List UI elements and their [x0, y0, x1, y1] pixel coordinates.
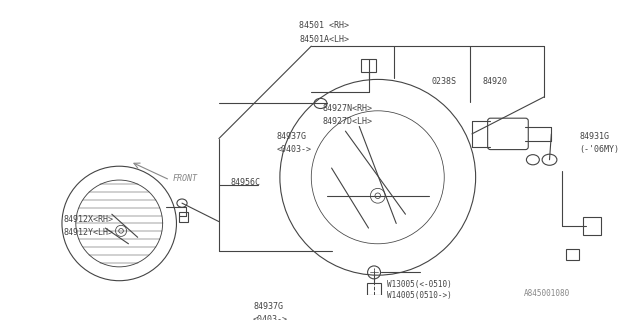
Text: <0403->: <0403->	[276, 145, 311, 154]
Text: 84956C: 84956C	[230, 178, 260, 187]
Text: 84931G: 84931G	[579, 132, 609, 141]
Bar	[583, 217, 601, 236]
Bar	[361, 59, 376, 72]
Text: 84937G: 84937G	[253, 302, 283, 311]
Text: 84927D<LH>: 84927D<LH>	[323, 117, 372, 126]
Text: <0403->: <0403->	[253, 315, 288, 320]
Text: 84912Y<LH>: 84912Y<LH>	[64, 228, 114, 237]
Bar	[179, 212, 188, 222]
Text: 0238S: 0238S	[431, 77, 456, 86]
Text: 84501A<LH>: 84501A<LH>	[300, 35, 349, 44]
Bar	[367, 283, 381, 295]
Text: 84937G: 84937G	[276, 132, 306, 141]
Bar	[566, 249, 579, 260]
Text: W13005(<-0510): W13005(<-0510)	[387, 280, 452, 289]
Text: 84920: 84920	[482, 77, 507, 86]
Text: (-'06MY): (-'06MY)	[579, 145, 619, 154]
Text: W14005(0510->): W14005(0510->)	[387, 291, 452, 300]
Text: 84501 <RH>: 84501 <RH>	[300, 21, 349, 30]
Text: 84912X<RH>: 84912X<RH>	[64, 215, 114, 224]
Text: FRONT: FRONT	[173, 174, 198, 183]
Text: A845001080: A845001080	[524, 289, 570, 298]
Text: 84927N<RH>: 84927N<RH>	[323, 104, 372, 114]
